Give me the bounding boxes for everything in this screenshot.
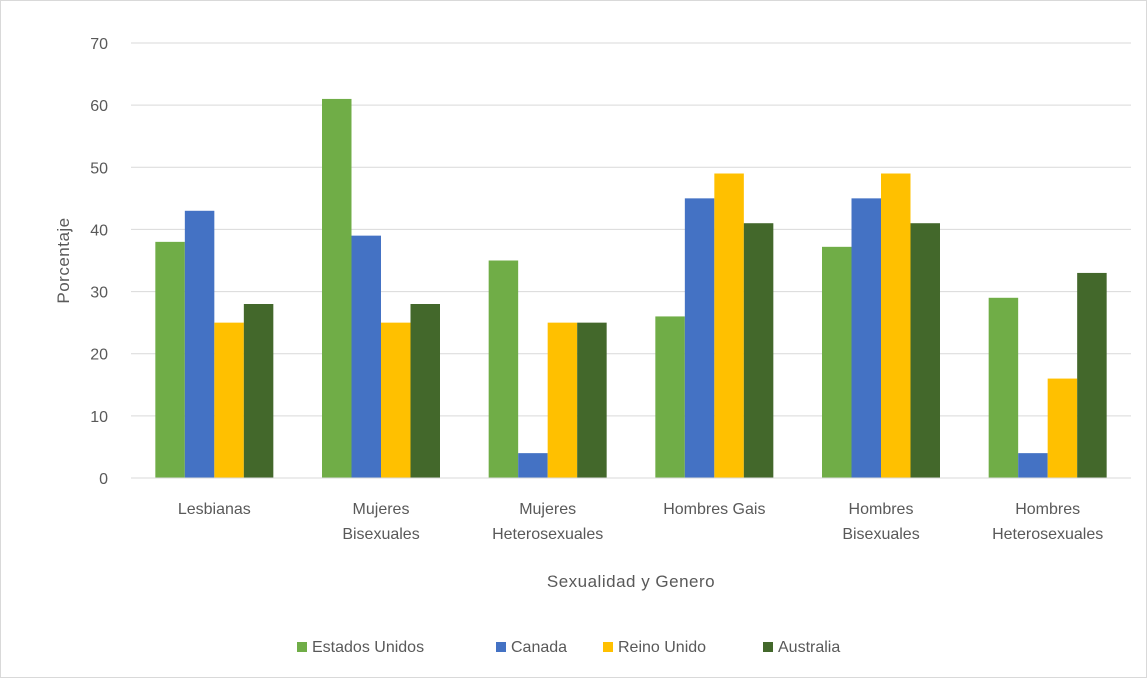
gridlines	[131, 42, 1131, 417]
bar	[155, 241, 185, 478]
x-tick-label-line: Heterosexuales	[492, 526, 603, 543]
legend-label: Australia	[778, 639, 840, 656]
y-tick-label: 70	[90, 36, 108, 53]
legend-swatch	[603, 642, 613, 652]
bar	[655, 316, 685, 478]
bar	[988, 297, 1019, 478]
bar	[1077, 272, 1107, 478]
legend-swatch	[496, 642, 506, 652]
bar	[351, 235, 381, 478]
x-tick-label-line: Hombres Gais	[663, 501, 765, 518]
bar	[518, 453, 548, 478]
bars	[155, 98, 1107, 479]
bar	[910, 223, 940, 478]
bar	[410, 304, 440, 478]
x-tick-label-line: Mujeres	[353, 501, 410, 518]
legend-label: Canada	[511, 639, 567, 656]
legend-label: Reino Unido	[618, 639, 706, 656]
y-tick-label: 0	[99, 471, 108, 488]
bar	[881, 173, 911, 478]
y-tick-label: 30	[90, 285, 108, 302]
bar	[714, 173, 744, 478]
x-tick-label: Hombres Gais	[663, 501, 765, 518]
x-tick-label: Hombres Heterosexuales	[992, 501, 1103, 543]
bar	[243, 304, 274, 478]
y-tick-label: 20	[90, 347, 108, 364]
y-tick-label: 40	[90, 222, 108, 239]
bar	[851, 198, 881, 478]
x-tick-label-line: Lesbianas	[178, 501, 251, 518]
y-axis-ticks: 0 10 20 30 40 50 60 70	[90, 36, 108, 488]
x-axis-title: Sexualidad y Genero	[547, 572, 715, 591]
x-tick-label-line: Hombres	[1015, 501, 1080, 518]
y-tick-label: 10	[90, 409, 108, 426]
legend-swatch	[297, 642, 307, 652]
bar	[488, 260, 519, 478]
x-tick-label: Mujeres Heterosexuales	[492, 501, 603, 543]
bar	[184, 210, 215, 479]
x-tick-label: Lesbianas	[178, 501, 251, 518]
legend: Estados Unidos Canada Reino Unido Australia	[297, 639, 840, 656]
y-tick-label: 60	[90, 98, 108, 115]
bar	[743, 223, 774, 478]
bar	[1047, 378, 1078, 478]
y-axis-title: Porcentaje	[54, 217, 73, 303]
bar	[577, 322, 607, 478]
legend-label: Estados Unidos	[312, 639, 424, 656]
x-tick-label-line: Bisexuales	[342, 526, 419, 543]
x-tick-label: Mujeres Bisexuales	[342, 501, 419, 543]
bar	[322, 98, 352, 478]
bar	[822, 246, 852, 478]
x-tick-label-line: Mujeres	[519, 501, 576, 518]
y-tick-label: 50	[90, 160, 108, 177]
x-tick-label: Hombres Bisexuales	[842, 501, 919, 543]
bar	[381, 322, 411, 478]
x-tick-label-line: Hombres	[849, 501, 914, 518]
x-axis-ticks: Lesbianas Mujeres Bisexuales Mujeres Heteros…	[178, 501, 1103, 543]
x-tick-label-line: Heterosexuales	[992, 526, 1103, 543]
legend-swatch	[763, 642, 773, 652]
x-tick-label-line: Bisexuales	[842, 526, 919, 543]
bar	[1018, 453, 1048, 478]
bar	[684, 198, 715, 478]
bar	[214, 322, 244, 478]
bar	[547, 322, 578, 478]
